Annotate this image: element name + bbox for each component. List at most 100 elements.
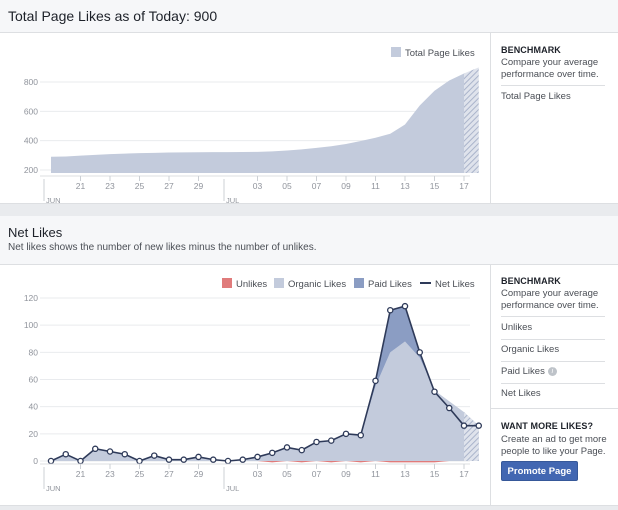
legend-swatch-paid-likes bbox=[354, 278, 364, 288]
section-divider bbox=[490, 408, 618, 409]
series-area-partial-day bbox=[464, 412, 479, 461]
benchmark-heading: BENCHMARK bbox=[501, 45, 561, 55]
chart2-y-tick-label: 80 bbox=[29, 347, 39, 357]
chart2-x-tick-label: 21 bbox=[76, 469, 86, 479]
divider bbox=[501, 316, 605, 317]
divider bbox=[501, 339, 605, 340]
net-likes-point[interactable] bbox=[150, 452, 158, 459]
chart2-x-tick-label: 23 bbox=[105, 469, 115, 479]
chart1-x-tick-label: 25 bbox=[135, 181, 145, 191]
chart2-y-tick-label: 120 bbox=[24, 293, 38, 303]
series-area-total-page-likes bbox=[51, 73, 464, 173]
chart1-x-tick-label: 03 bbox=[253, 181, 263, 191]
want-more-likes-panel: WANT MORE LIKES? Create an ad to get mor… bbox=[490, 409, 618, 505]
net-likes-point[interactable] bbox=[195, 453, 202, 461]
net-likes-point[interactable] bbox=[313, 438, 320, 446]
net-likes-point[interactable] bbox=[416, 349, 423, 356]
chart1-month-label: JUL bbox=[226, 196, 239, 203]
chart1-x-tick-label: 15 bbox=[430, 181, 440, 191]
chart2-x-tick-label: 11 bbox=[371, 469, 380, 479]
net-likes-chart: 0 20 40 60 80 100 120 21 23 25 27 29 03 05 07 09 11 13 15… bbox=[24, 278, 482, 493]
benchmark-item-unlikes[interactable]: Unlikes bbox=[501, 322, 533, 333]
chart2-x-tick-label: 25 bbox=[135, 469, 145, 479]
net-likes-point[interactable] bbox=[209, 456, 217, 463]
legend-swatch-unlikes bbox=[222, 278, 232, 288]
chart1-x-tick-label: 13 bbox=[400, 181, 410, 191]
chart1-x-tick-label: 09 bbox=[341, 181, 351, 191]
legend-label-net-likes: Net Likes bbox=[435, 279, 475, 290]
chart1-x-tick-label: 23 bbox=[105, 181, 115, 191]
total-likes-chart: 200 400 600 800 21 23 25 27 29 03 05 07 09 11 13 15 17 J… bbox=[24, 47, 479, 203]
chart2-x-tick-label: 27 bbox=[164, 469, 174, 479]
chart2-x-tick-label: 09 bbox=[341, 469, 351, 479]
benchmark-description: Compare your average performance over ti… bbox=[501, 288, 599, 311]
net-likes-point[interactable] bbox=[106, 448, 114, 455]
chart2-y-tick-label: 0 bbox=[33, 456, 38, 466]
benchmark-item-organic-likes[interactable]: Organic Likes bbox=[501, 344, 560, 355]
net-likes-point[interactable] bbox=[298, 446, 305, 454]
benchmark-item-total-page-likes[interactable]: Total Page Likes bbox=[501, 91, 571, 102]
chart2-month-label: JUN bbox=[46, 484, 61, 493]
divider bbox=[501, 85, 605, 86]
net-likes-point[interactable] bbox=[47, 457, 55, 465]
net-likes-point[interactable] bbox=[224, 457, 232, 465]
net-likes-point[interactable] bbox=[268, 449, 276, 457]
chart2-y-tick-label: 20 bbox=[29, 429, 39, 439]
net-likes-point[interactable] bbox=[386, 306, 394, 314]
info-icon[interactable]: i bbox=[547, 366, 557, 376]
net-likes-panel: 0 20 40 60 80 100 120 21 23 25 27 29 03 05 07 09 11 13 15… bbox=[0, 264, 618, 506]
chart1-y-tick-label: 800 bbox=[24, 77, 38, 87]
legend-label-paid-likes: Paid Likes bbox=[368, 279, 412, 290]
chart1-y-tick-label: 200 bbox=[24, 165, 38, 175]
net-likes-header: Net Likes Net likes shows the number of … bbox=[0, 216, 618, 264]
net-likes-point[interactable] bbox=[165, 456, 173, 463]
net-likes-point[interactable] bbox=[283, 444, 291, 451]
chart2-y-tick-label: 40 bbox=[29, 402, 39, 412]
chart1-x-tick-label: 21 bbox=[76, 181, 86, 191]
legend-swatch-total-page-likes bbox=[391, 47, 401, 57]
net-likes-subtitle: Net likes shows the number of new likes … bbox=[8, 242, 317, 253]
net-likes-point[interactable] bbox=[445, 404, 453, 412]
chart1-x-tick-label: 11 bbox=[371, 181, 380, 191]
divider bbox=[501, 361, 605, 362]
want-more-likes-heading: WANT MORE LIKES? bbox=[501, 421, 594, 431]
chart2-month-label: JUL bbox=[226, 484, 239, 493]
net-likes-point[interactable] bbox=[475, 422, 482, 429]
net-likes-point[interactable] bbox=[357, 431, 364, 439]
chart1-month-label: JUN bbox=[46, 196, 61, 203]
total-likes-panel: 200 400 600 800 21 23 25 27 29 03 05 07 09 11 13 15 17 J… bbox=[0, 32, 618, 204]
series-area-organic-likes bbox=[51, 341, 479, 461]
net-likes-point[interactable] bbox=[77, 457, 84, 465]
total-likes-title: Total Page Likes as of Today: 900 bbox=[8, 8, 218, 24]
benchmark-panel-top: BENCHMARK Compare your average performan… bbox=[490, 33, 618, 203]
net-likes-point[interactable] bbox=[92, 445, 99, 453]
net-likes-point[interactable] bbox=[342, 430, 350, 438]
net-likes-point[interactable] bbox=[254, 453, 261, 461]
benchmark-description: Compare your average performance over ti… bbox=[501, 57, 599, 80]
benchmark-heading: BENCHMARK bbox=[501, 276, 561, 286]
chart1-y-tick-label: 600 bbox=[24, 106, 38, 116]
legend-label-organic-likes: Organic Likes bbox=[288, 279, 346, 290]
chart2-y-tick-label: 100 bbox=[24, 320, 38, 330]
net-likes-title: Net Likes bbox=[8, 225, 63, 240]
total-likes-header: Total Page Likes as of Today: 900 bbox=[0, 0, 618, 32]
net-likes-point[interactable] bbox=[431, 388, 438, 395]
net-likes-point[interactable] bbox=[136, 457, 143, 465]
net-likes-point[interactable] bbox=[401, 302, 409, 310]
benchmark-item-net-likes[interactable]: Net Likes bbox=[501, 388, 541, 399]
net-likes-point[interactable] bbox=[372, 377, 379, 385]
net-likes-point[interactable] bbox=[180, 456, 187, 463]
divider bbox=[501, 383, 605, 384]
net-likes-point[interactable] bbox=[121, 450, 129, 458]
benchmark-item-paid-likes-label: Paid Likes bbox=[501, 366, 545, 377]
chart1-y-tick-label: 400 bbox=[24, 136, 38, 146]
net-likes-point[interactable] bbox=[460, 422, 468, 429]
promote-page-button[interactable]: Promote Page bbox=[501, 461, 578, 481]
net-likes-point[interactable] bbox=[327, 437, 335, 444]
benchmark-item-paid-likes[interactable]: Paid Likes i bbox=[501, 366, 605, 377]
chart2-y-tick-label: 60 bbox=[29, 375, 39, 385]
total-likes-legend: Total Page Likes bbox=[391, 47, 475, 59]
chart2-x-tick-label: 29 bbox=[194, 469, 204, 479]
net-likes-point[interactable] bbox=[62, 450, 70, 458]
net-likes-point[interactable] bbox=[239, 456, 246, 463]
